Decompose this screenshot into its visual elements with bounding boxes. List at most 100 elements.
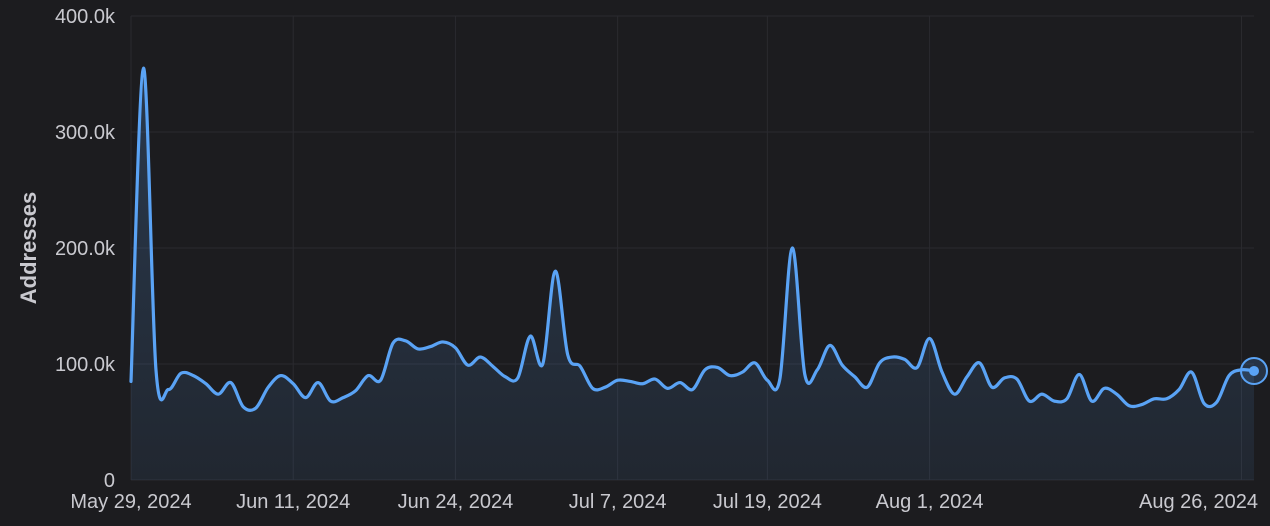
data-point	[964, 374, 970, 380]
data-point	[814, 367, 820, 373]
y-axis-title: Addresses	[16, 192, 41, 305]
data-point	[1051, 398, 1057, 404]
x-tick-label: Jun 11, 2024	[236, 491, 350, 513]
marker-dot[interactable]	[1249, 365, 1259, 376]
data-point	[752, 360, 758, 366]
data-point	[565, 352, 571, 358]
data-point	[852, 374, 858, 380]
data-point	[403, 338, 409, 344]
y-tick-label: 200.0k	[55, 238, 116, 260]
data-point	[452, 345, 458, 351]
data-point	[615, 377, 621, 383]
x-axis-ticks: May 29, 2024 Jun 11, 2024 Jun 24, 2024 Jul …	[70, 491, 1258, 513]
data-point	[1176, 387, 1182, 393]
data-point	[390, 340, 396, 346]
data-point	[739, 369, 745, 375]
data-point	[789, 245, 795, 251]
data-point	[1089, 398, 1095, 404]
series-points	[128, 65, 1257, 411]
data-point	[502, 374, 508, 380]
data-point	[1064, 396, 1070, 402]
data-point	[602, 384, 608, 390]
data-point	[477, 354, 483, 360]
data-point	[627, 378, 633, 384]
data-point	[927, 335, 933, 341]
x-tick-label: Jun 24, 2024	[398, 491, 514, 513]
data-point	[328, 398, 334, 404]
data-point	[527, 333, 533, 339]
x-tick-label: Jul 7, 2024	[569, 491, 667, 513]
data-point	[577, 363, 583, 369]
data-point	[1026, 398, 1032, 404]
data-point	[727, 373, 733, 379]
data-point	[215, 391, 221, 397]
data-point	[552, 268, 558, 274]
data-point	[290, 381, 296, 387]
series-area-fill	[131, 68, 1254, 481]
y-tick-label: 300.0k	[55, 122, 116, 144]
last-point-marker[interactable]	[1240, 356, 1268, 385]
data-point	[1201, 400, 1207, 406]
data-point	[140, 65, 146, 71]
data-point	[902, 356, 908, 362]
y-tick-label: 400.0k	[55, 6, 116, 28]
y-tick-label: 0	[104, 470, 115, 492]
data-point	[1151, 396, 1157, 402]
data-point	[827, 342, 833, 348]
data-point	[378, 377, 384, 383]
data-point	[153, 367, 159, 373]
x-tick-label: Aug 1, 2024	[876, 491, 984, 513]
data-point	[1076, 371, 1082, 377]
data-point	[1001, 375, 1007, 381]
data-point	[340, 395, 346, 401]
data-point	[665, 385, 671, 391]
data-point	[914, 364, 920, 370]
data-point	[353, 388, 359, 394]
data-point	[839, 362, 845, 368]
data-point	[640, 381, 646, 387]
data-point	[864, 384, 870, 390]
data-point	[802, 371, 808, 377]
data-point	[677, 380, 683, 386]
data-point	[178, 370, 184, 376]
data-point	[889, 354, 895, 360]
data-point	[1114, 391, 1120, 397]
data-point	[1039, 391, 1045, 397]
data-point	[1226, 373, 1232, 379]
data-point	[165, 387, 171, 393]
data-point	[1214, 399, 1220, 405]
data-point	[1189, 369, 1195, 375]
data-point	[877, 360, 883, 366]
data-point	[315, 380, 321, 386]
data-point	[714, 364, 720, 370]
data-point	[540, 361, 546, 367]
data-point	[1164, 396, 1170, 402]
data-point	[253, 405, 259, 411]
series-line	[129, 66, 1256, 412]
data-point	[939, 369, 945, 375]
data-point	[427, 344, 433, 350]
data-point	[440, 339, 446, 345]
grid-lines	[130, 15, 1254, 481]
data-point	[1139, 402, 1145, 408]
data-point	[490, 363, 496, 369]
data-point	[203, 381, 209, 387]
data-point	[278, 373, 284, 379]
x-tick-label: Jul 19, 2024	[713, 491, 822, 513]
y-tick-label: 100.0k	[55, 354, 116, 376]
data-point	[976, 360, 982, 366]
data-point	[690, 387, 696, 393]
data-point	[240, 404, 246, 410]
data-point	[777, 376, 783, 382]
y-axis-ticks: 0 100.0k 200.0k 300.0k 400.0k	[55, 6, 116, 492]
data-point	[415, 346, 421, 352]
data-point	[764, 377, 770, 383]
data-point	[515, 375, 521, 381]
data-point	[1101, 385, 1107, 391]
data-point	[190, 373, 196, 379]
data-point	[128, 378, 134, 384]
data-point	[952, 391, 958, 397]
data-point	[228, 380, 234, 386]
